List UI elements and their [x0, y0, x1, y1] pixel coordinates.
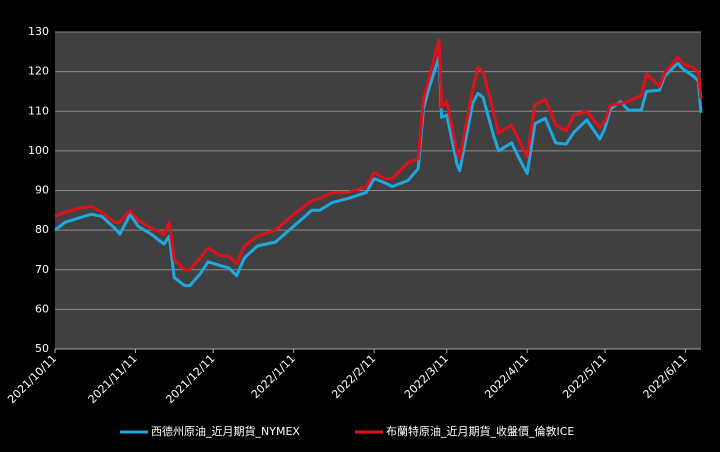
line-series: [54, 38, 703, 272]
y-tick-label: 120: [28, 65, 49, 78]
legend-label: 西德州原油_近月期貨_NYMEX: [151, 424, 300, 438]
y-tick-label: 70: [35, 263, 49, 276]
y-tick-label: 50: [35, 342, 49, 355]
y-tick-label: 90: [35, 184, 49, 197]
y-tick-label: 110: [28, 104, 49, 117]
y-tick-label: 80: [35, 223, 49, 236]
y-tick-label: 130: [28, 25, 49, 38]
y-tick-label: 60: [35, 302, 49, 315]
y-tick-label: 100: [28, 144, 49, 157]
legend-label: 布蘭特原油_近月期貨_收盤價_倫敦ICE: [386, 424, 574, 438]
